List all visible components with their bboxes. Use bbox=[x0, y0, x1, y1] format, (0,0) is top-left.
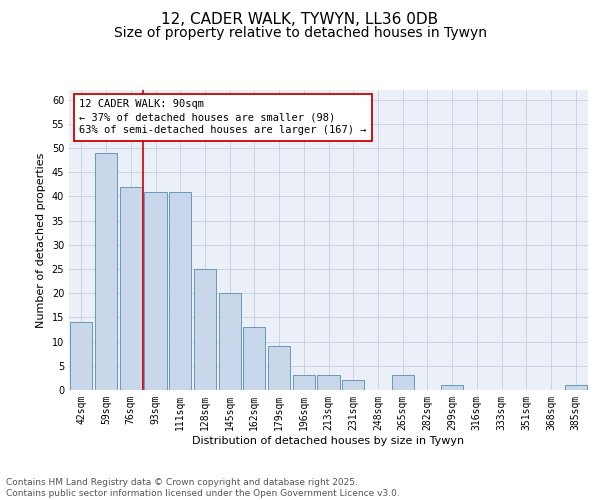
Bar bbox=[441, 385, 463, 390]
Bar bbox=[95, 153, 117, 390]
Bar bbox=[293, 376, 315, 390]
Bar bbox=[268, 346, 290, 390]
Text: Contains HM Land Registry data © Crown copyright and database right 2025.
Contai: Contains HM Land Registry data © Crown c… bbox=[6, 478, 400, 498]
Text: 12 CADER WALK: 90sqm
← 37% of detached houses are smaller (98)
63% of semi-detac: 12 CADER WALK: 90sqm ← 37% of detached h… bbox=[79, 99, 367, 136]
Bar bbox=[317, 376, 340, 390]
Bar bbox=[70, 322, 92, 390]
Bar bbox=[169, 192, 191, 390]
X-axis label: Distribution of detached houses by size in Tywyn: Distribution of detached houses by size … bbox=[193, 436, 464, 446]
Bar bbox=[119, 187, 142, 390]
Bar bbox=[218, 293, 241, 390]
Bar bbox=[392, 376, 414, 390]
Bar bbox=[565, 385, 587, 390]
Y-axis label: Number of detached properties: Number of detached properties bbox=[36, 152, 46, 328]
Bar bbox=[243, 327, 265, 390]
Bar bbox=[342, 380, 364, 390]
Text: Size of property relative to detached houses in Tywyn: Size of property relative to detached ho… bbox=[113, 26, 487, 40]
Text: 12, CADER WALK, TYWYN, LL36 0DB: 12, CADER WALK, TYWYN, LL36 0DB bbox=[161, 12, 439, 28]
Bar bbox=[145, 192, 167, 390]
Bar bbox=[194, 269, 216, 390]
